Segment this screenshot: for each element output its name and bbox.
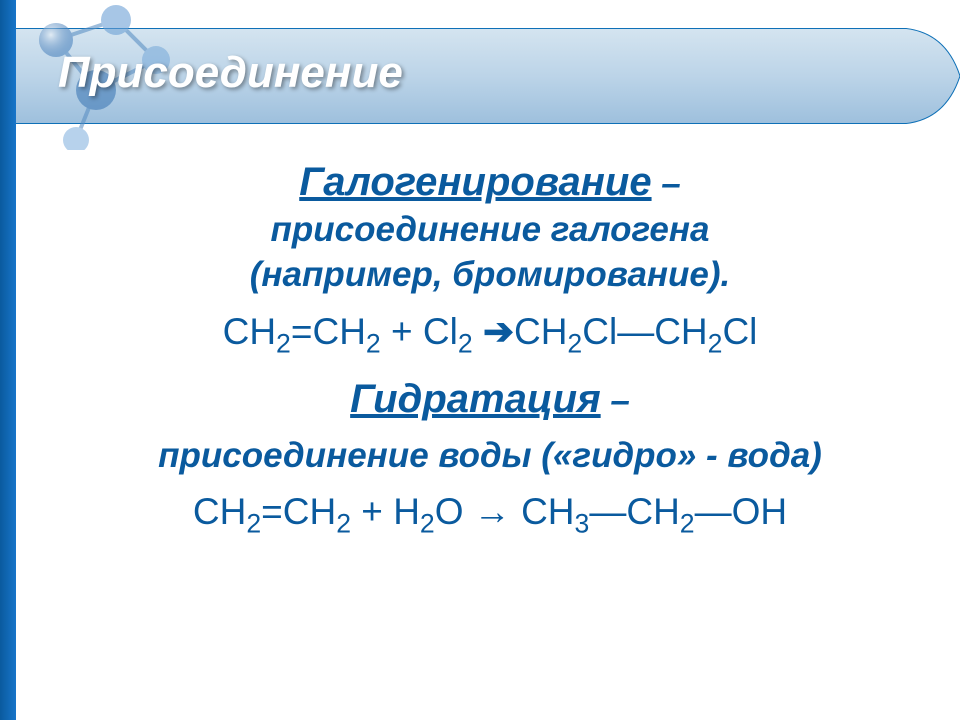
eq2-dblbond: = xyxy=(261,491,283,532)
eq1-rhs-b: CH xyxy=(654,311,707,352)
section-hydration: Гидратация – присоединение воды («гидро»… xyxy=(50,377,930,479)
left-border-stripe xyxy=(0,0,16,720)
eq1-rhs-b-tail: Cl xyxy=(722,311,757,352)
slide-content: Галогенирование – присоединение галогена… xyxy=(50,160,930,551)
eq2-rhs-c: OH xyxy=(732,491,788,532)
eq1-lhs-a: CH xyxy=(223,311,276,352)
eq2-lhs-b-sub: 2 xyxy=(336,508,351,538)
eq2-bond2: — xyxy=(695,491,732,532)
eq1-rhs-a-tail: Cl xyxy=(582,311,617,352)
eq2-rhs-a: CH xyxy=(521,491,574,532)
eq1-rhs-b-sub: 2 xyxy=(708,328,723,358)
eq1-arrow: ➔ xyxy=(473,311,514,352)
slide: Присоединение Галогенирование – присоеди… xyxy=(0,0,960,720)
hydration-desc-1: присоединение воды («гидро» - вода) xyxy=(50,433,930,479)
section-halogenation: Галогенирование – присоединение галогена… xyxy=(50,160,930,298)
term-hydration: Гидратация xyxy=(350,377,601,421)
eq1-lhs-a-sub: 2 xyxy=(276,328,291,358)
eq1-reagent-sub: 2 xyxy=(458,328,473,358)
term-halogenation: Галогенирование xyxy=(299,160,651,204)
eq2-rhs-b-sub: 2 xyxy=(680,508,695,538)
equation-hydration: CH2=CH2 + H2O → CH3—CH2—OH xyxy=(50,491,930,539)
title-band-curve xyxy=(900,28,960,124)
term-dash: – xyxy=(652,164,681,203)
eq2-lhs-a: CH xyxy=(193,491,246,532)
eq2-lhs-a-sub: 2 xyxy=(246,508,261,538)
eq1-dblbond: = xyxy=(291,311,313,352)
eq1-plus: + xyxy=(381,311,423,352)
eq2-rhs-b: CH xyxy=(626,491,679,532)
eq1-lhs-b: CH xyxy=(312,311,365,352)
halogenation-desc-1: присоединение галогена xyxy=(50,207,930,253)
eq2-reagent-tail: O xyxy=(435,491,464,532)
eq1-rhs-a-sub: 2 xyxy=(567,328,582,358)
eq2-lhs-b: CH xyxy=(283,491,336,532)
eq2-reagent: H xyxy=(393,491,420,532)
eq2-rhs-a-sub: 3 xyxy=(575,508,590,538)
eq2-bond: — xyxy=(589,491,626,532)
halogenation-desc-2: (например, бромирование). xyxy=(50,252,930,298)
eq1-rhs-a: CH xyxy=(514,311,567,352)
eq2-plus: + xyxy=(351,491,393,532)
term-dash-2: – xyxy=(601,381,630,420)
slide-title: Присоединение xyxy=(58,48,403,98)
eq1-bond: — xyxy=(617,311,654,352)
eq2-arrow: → xyxy=(464,491,522,532)
eq1-reagent: Cl xyxy=(423,311,458,352)
equation-halogenation: CH2=CH2 + Cl2 ➔CH2Cl—CH2Cl xyxy=(50,310,930,359)
eq1-lhs-b-sub: 2 xyxy=(366,328,381,358)
eq2-reagent-sub: 2 xyxy=(420,508,435,538)
